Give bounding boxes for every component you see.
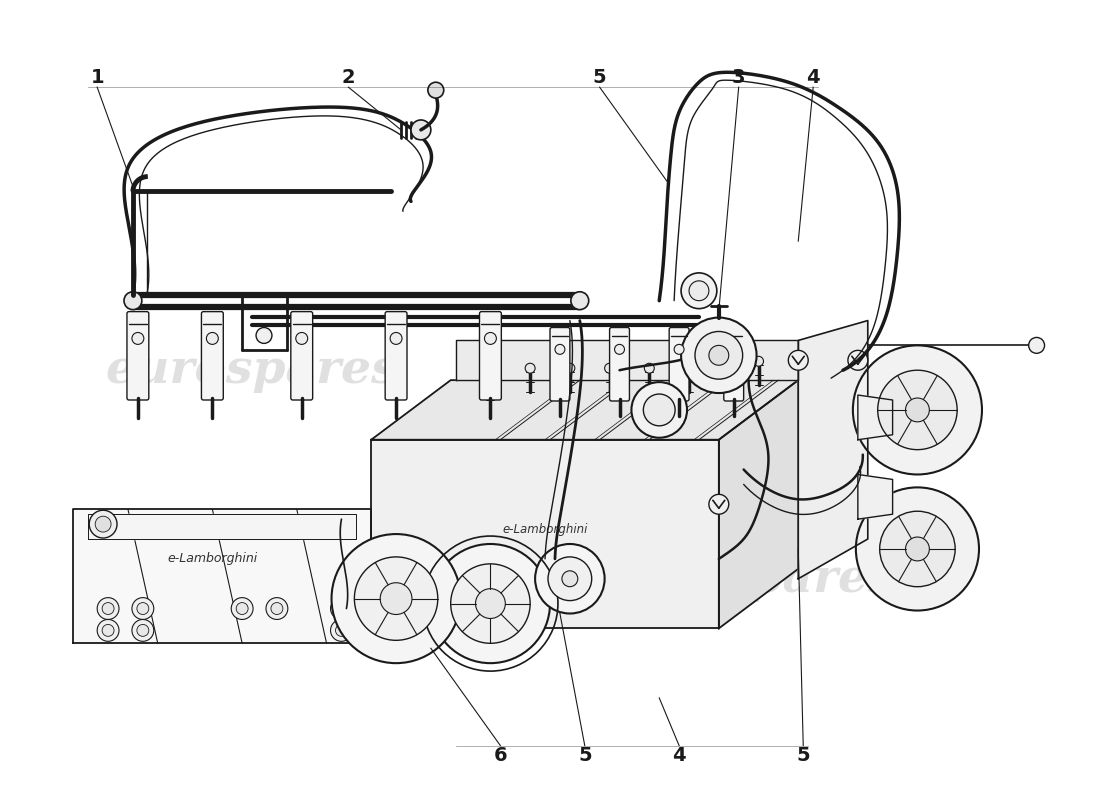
FancyBboxPatch shape [550, 327, 570, 401]
Circle shape [451, 564, 530, 643]
Text: 5: 5 [578, 746, 592, 765]
Text: 4: 4 [806, 68, 820, 86]
Circle shape [571, 292, 588, 310]
Circle shape [708, 346, 728, 366]
Circle shape [97, 598, 119, 619]
Circle shape [645, 363, 654, 373]
FancyBboxPatch shape [669, 327, 689, 401]
Circle shape [102, 625, 114, 636]
Circle shape [236, 602, 249, 614]
Circle shape [136, 602, 149, 614]
Circle shape [789, 350, 808, 370]
FancyBboxPatch shape [126, 312, 148, 400]
Circle shape [381, 582, 412, 614]
Circle shape [266, 598, 288, 619]
Text: 4: 4 [672, 746, 686, 765]
Text: 1: 1 [90, 68, 104, 86]
Circle shape [852, 346, 982, 474]
Circle shape [256, 327, 272, 343]
FancyBboxPatch shape [201, 312, 223, 400]
Text: 5: 5 [593, 68, 606, 86]
Circle shape [330, 598, 352, 619]
Circle shape [431, 544, 550, 663]
Circle shape [296, 333, 308, 344]
Circle shape [428, 82, 443, 98]
Circle shape [102, 602, 114, 614]
Circle shape [905, 537, 930, 561]
Circle shape [136, 625, 149, 636]
Circle shape [525, 363, 535, 373]
Circle shape [132, 619, 154, 642]
Text: eurospares: eurospares [602, 556, 895, 602]
Text: 2: 2 [342, 68, 355, 86]
FancyBboxPatch shape [385, 312, 407, 400]
Circle shape [724, 359, 734, 370]
Polygon shape [718, 380, 799, 629]
Circle shape [674, 344, 684, 354]
Circle shape [631, 382, 688, 438]
Circle shape [132, 598, 154, 619]
FancyBboxPatch shape [480, 312, 502, 400]
Text: 6: 6 [494, 746, 507, 765]
Circle shape [390, 333, 402, 344]
Circle shape [475, 589, 505, 618]
Polygon shape [88, 514, 356, 539]
Circle shape [336, 625, 348, 636]
Circle shape [754, 356, 763, 366]
Circle shape [485, 371, 495, 381]
Circle shape [562, 571, 578, 586]
Circle shape [336, 602, 348, 614]
Polygon shape [858, 474, 892, 519]
Circle shape [354, 557, 438, 640]
Circle shape [132, 333, 144, 344]
Circle shape [728, 344, 739, 354]
Circle shape [856, 487, 979, 610]
Circle shape [1028, 338, 1045, 354]
Circle shape [556, 344, 565, 354]
Polygon shape [372, 440, 718, 629]
Circle shape [905, 398, 930, 422]
Text: e-Lamborghini: e-Lamborghini [503, 522, 587, 535]
Circle shape [708, 494, 728, 514]
Text: 5: 5 [796, 746, 810, 765]
Polygon shape [372, 380, 799, 440]
Circle shape [231, 598, 253, 619]
Polygon shape [858, 395, 892, 440]
Circle shape [644, 394, 675, 426]
Circle shape [331, 534, 461, 663]
Circle shape [880, 511, 955, 586]
FancyBboxPatch shape [290, 312, 312, 400]
Circle shape [330, 619, 352, 642]
Circle shape [411, 120, 431, 140]
Text: e-Lamborghini: e-Lamborghini [167, 552, 257, 566]
Polygon shape [799, 321, 868, 578]
Circle shape [681, 318, 757, 393]
FancyBboxPatch shape [724, 327, 744, 401]
Circle shape [97, 619, 119, 642]
Circle shape [271, 602, 283, 614]
Circle shape [89, 510, 117, 538]
Polygon shape [74, 510, 372, 643]
Circle shape [615, 344, 625, 354]
Circle shape [548, 557, 592, 601]
Circle shape [848, 350, 868, 370]
FancyBboxPatch shape [609, 327, 629, 401]
Text: 3: 3 [732, 68, 746, 86]
Circle shape [124, 292, 142, 310]
Polygon shape [455, 341, 799, 380]
Circle shape [681, 273, 717, 309]
Circle shape [565, 363, 575, 373]
Circle shape [605, 363, 615, 373]
Text: eurospares: eurospares [106, 347, 398, 394]
Circle shape [96, 516, 111, 532]
Circle shape [878, 370, 957, 450]
Circle shape [695, 331, 743, 379]
Circle shape [207, 333, 218, 344]
Circle shape [684, 363, 694, 373]
Circle shape [689, 281, 708, 301]
Circle shape [484, 333, 496, 344]
Circle shape [535, 544, 605, 614]
